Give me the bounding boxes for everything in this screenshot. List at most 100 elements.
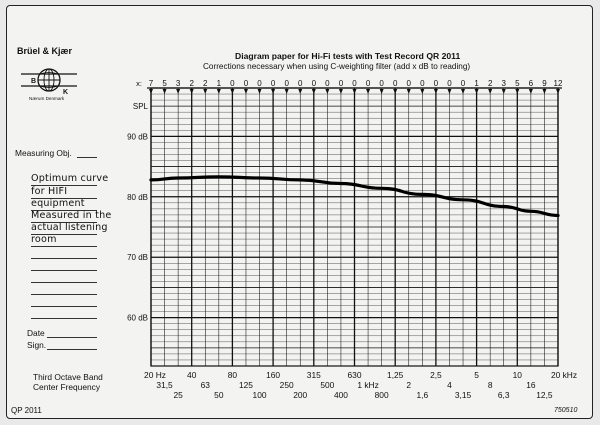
footer-code-right: 750510	[554, 407, 578, 414]
correction-value: 0	[447, 79, 452, 88]
correction-value: 3	[176, 79, 181, 88]
frequency-label: 20 kHz	[551, 370, 577, 380]
chart-title: Diagram paper for Hi-Fi tests with Test …	[235, 51, 461, 61]
band-marker-arrow	[338, 89, 343, 94]
date-line	[47, 337, 97, 338]
correction-value: 0	[461, 79, 466, 88]
y-axis-labels: SPL 90 dB 80 dB 70 dB 60 dB	[127, 102, 148, 323]
note-line-4: Measured in the	[31, 210, 112, 221]
correction-value: 2	[488, 79, 493, 88]
logo-letter-k: K	[63, 89, 68, 96]
band-marker-arrow	[461, 89, 466, 94]
correction-value: 0	[271, 79, 276, 88]
band-marker-arrow	[488, 89, 493, 94]
band-marker-arrow	[189, 89, 194, 94]
response-curve-line	[149, 175, 560, 218]
correction-value: 0	[325, 79, 330, 88]
correction-value: 0	[298, 79, 303, 88]
frequency-label: 800	[375, 390, 389, 400]
logo-caption: Nærum Denmark	[29, 96, 65, 101]
frequency-label: 1,25	[387, 370, 404, 380]
note-rule-5	[31, 234, 97, 235]
logo-letter-b: B	[31, 78, 36, 85]
band-marker-arrow	[149, 89, 153, 94]
diagram-sheet: Brüel & Kjær B K Nærum Denmark Diagram p…	[6, 5, 593, 419]
frequency-label: 50	[214, 390, 224, 400]
band-marker-arrow	[474, 89, 479, 94]
frequency-label: 250	[280, 380, 294, 390]
band-marker-arrow	[556, 89, 560, 94]
measuring-object-label: Measuring Obj.	[15, 148, 72, 158]
measuring-object-line	[77, 157, 97, 158]
axis-caption-line2: Center Frequency	[33, 382, 101, 392]
band-marker-arrow	[203, 89, 208, 94]
note-rule-4	[31, 222, 97, 223]
correction-value: 5	[515, 79, 520, 88]
correction-value: 0	[257, 79, 262, 88]
frequency-label: 25	[173, 390, 183, 400]
band-marker-arrow	[230, 89, 235, 94]
band-marker-arrow	[420, 89, 425, 94]
band-marker-arrow	[515, 89, 520, 94]
correction-value: 3	[502, 79, 507, 88]
correction-value: 1	[217, 79, 222, 88]
band-marker-arrow	[325, 89, 330, 94]
frequency-label: 500	[320, 380, 334, 390]
band-marker-arrow	[271, 89, 276, 94]
band-marker-arrow	[366, 89, 371, 94]
frequency-label: 2,5	[430, 370, 442, 380]
frequency-label: 10	[513, 370, 523, 380]
correction-value: 12	[554, 79, 563, 88]
band-marker-arrow	[433, 89, 438, 94]
frequency-label: 1 kHz	[357, 380, 378, 390]
note-rule-1	[31, 185, 97, 186]
chart-grid	[147, 87, 562, 367]
band-marker-arrow	[243, 89, 248, 94]
band-marker-arrow	[298, 89, 303, 94]
correction-value: 5	[162, 79, 167, 88]
correction-value: 9	[542, 79, 547, 88]
frequency-label: 1,6	[417, 390, 429, 400]
note-rule-8	[31, 270, 97, 271]
frequency-label: 2	[406, 380, 411, 390]
frequency-label: 63	[201, 380, 211, 390]
sign-label: Sign.	[27, 340, 47, 350]
chart-subtitle: Corrections necessary when using C-weigh…	[203, 62, 471, 71]
band-marker-arrow	[311, 89, 316, 94]
y-tick-label: 70 dB	[127, 253, 148, 262]
frequency-label: 20 Hz	[144, 370, 166, 380]
sign-line	[47, 349, 97, 350]
correction-value: 0	[393, 79, 398, 88]
correction-value: 2	[203, 79, 208, 88]
frequency-label: 315	[307, 370, 321, 380]
band-marker-arrow	[393, 89, 398, 94]
correction-value: 0	[352, 79, 357, 88]
band-marker-arrow	[257, 89, 262, 94]
band-marker-arrow	[542, 89, 547, 94]
frequency-label: 630	[348, 370, 362, 380]
band-marker-arrow	[406, 89, 411, 94]
frequency-label: 31,5	[156, 380, 173, 390]
correction-value: 0	[420, 79, 425, 88]
note-rule-9	[31, 282, 97, 283]
curve-layer	[149, 175, 560, 218]
frequency-label: 5	[474, 370, 479, 380]
band-marker-arrow	[352, 89, 357, 94]
frequency-label: 40	[187, 370, 197, 380]
correction-value: 0	[407, 79, 412, 88]
frequency-label: 3,15	[455, 390, 472, 400]
y-tick-label: SPL	[133, 102, 149, 111]
frequency-label: 160	[266, 370, 280, 380]
corrections-prefix: x:	[136, 79, 142, 88]
correction-value: 1	[474, 79, 479, 88]
note-rule-10	[31, 294, 97, 295]
band-marker-arrow	[528, 89, 533, 94]
correction-value: 0	[230, 79, 235, 88]
note-rule-12	[31, 318, 97, 319]
note-rule-7	[31, 258, 97, 259]
note-line-2: for HIFI	[31, 186, 68, 197]
correction-value: 0	[379, 79, 384, 88]
band-marker-arrow	[447, 89, 452, 94]
axis-caption-line1: Third Octave Band	[33, 372, 103, 382]
